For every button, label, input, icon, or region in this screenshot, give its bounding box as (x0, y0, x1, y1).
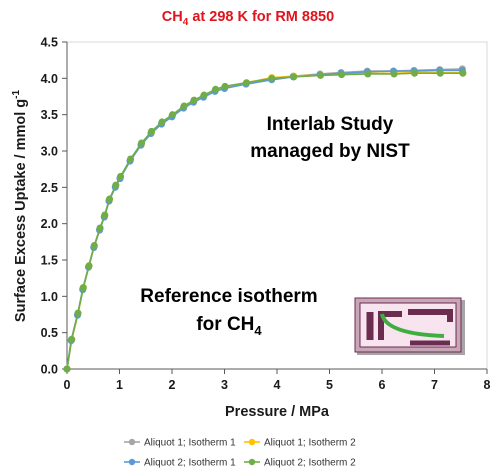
data-point (390, 70, 398, 78)
annotation-reference-line1: Reference isotherm (140, 286, 317, 307)
annotation-reference-line2-main: for CH (196, 314, 254, 335)
y-tick-label: 4.0 (41, 72, 58, 86)
x-tick-label: 0 (64, 378, 71, 392)
data-point (96, 224, 104, 232)
legend-swatch-marker (128, 438, 136, 446)
nist-logo-icon (354, 297, 465, 355)
y-tick-label: 2.5 (41, 181, 58, 195)
data-point (90, 241, 98, 249)
data-point (268, 74, 276, 82)
y-tick-label: 1.5 (41, 254, 58, 268)
data-point (459, 69, 467, 77)
legend-swatch-marker (248, 458, 256, 466)
x-tick-label: 6 (379, 378, 386, 392)
data-point (158, 118, 166, 126)
data-point (68, 335, 76, 343)
legend-item: Aliquot 2; Isotherm 1 (124, 458, 236, 469)
legend-label: Aliquot 1; Isotherm 1 (144, 438, 236, 449)
x-tick-label: 3 (221, 378, 228, 392)
data-point (138, 139, 146, 147)
y-axis-title: Surface Excess Uptake / mmol g-1 (11, 89, 29, 322)
series-layer (63, 65, 467, 373)
data-point (190, 96, 198, 104)
y-tick-label: 0.0 (41, 363, 58, 377)
data-point (112, 181, 120, 189)
data-point (101, 211, 109, 219)
y-axis-title-superscript: -1 (11, 89, 22, 98)
data-point (243, 79, 251, 87)
y-tick-label: 0.5 (41, 326, 58, 340)
data-point (106, 195, 114, 203)
data-point (74, 309, 82, 317)
data-point (364, 70, 372, 78)
y-axis-title-main: Surface Excess Uptake / mmol g (13, 99, 29, 322)
data-point (436, 69, 444, 77)
annotation-reference-line2: for CH4 (196, 314, 262, 338)
legend-swatch-marker (248, 438, 256, 446)
data-point (180, 102, 188, 110)
data-point (317, 71, 325, 79)
data-point (221, 82, 229, 90)
x-axis-title: Pressure / MPa (225, 404, 330, 420)
data-point (85, 262, 93, 270)
annotation-reference-line2-subscript: 4 (254, 323, 262, 338)
legend-item: Aliquot 1; Isotherm 2 (244, 438, 356, 449)
axes-layer: 0.0 0.5 1.0 1.5 2.0 2.5 3.0 3.5 4.0 4.5 0 1 2 3 4 5 6 7 8 (41, 36, 491, 393)
y-tick-label: 3.5 (41, 108, 58, 122)
x-tick-label: 5 (326, 378, 333, 392)
x-tick-label: 2 (169, 378, 176, 392)
chart-title-main: CH (162, 9, 183, 25)
data-point (148, 127, 156, 135)
data-point (79, 284, 87, 292)
y-tick-label: 2.0 (41, 217, 58, 231)
legend-item: Aliquot 1; Isotherm 1 (124, 438, 236, 449)
legend-label: Aliquot 2; Isotherm 2 (264, 458, 356, 469)
x-tick-label: 1 (116, 378, 123, 392)
x-tick-label: 8 (484, 378, 491, 392)
legend-item: Aliquot 2; Isotherm 2 (244, 458, 356, 469)
data-point (338, 71, 346, 79)
legend-swatch-marker (128, 458, 136, 466)
y-tick-label: 4.5 (41, 36, 58, 50)
x-tick-label: 7 (431, 378, 438, 392)
chart-title-rest: at 298 K for RM 8850 (188, 9, 334, 25)
y-tick-label: 1.0 (41, 290, 58, 304)
chart-title: CH4 at 298 K for RM 8850 (162, 9, 334, 28)
chart-title-subscript: 4 (183, 17, 189, 28)
data-point (127, 155, 135, 163)
data-point (212, 85, 220, 93)
data-point (169, 111, 177, 119)
annotation-interlab-line1: Interlab Study (267, 114, 394, 135)
legend: Aliquot 1; Isotherm 1 Aliquot 1; Isotherm… (124, 438, 356, 469)
data-point (63, 365, 71, 373)
legend-label: Aliquot 2; Isotherm 1 (144, 458, 236, 469)
annotation-interlab-line2: managed by NIST (250, 141, 410, 162)
data-point (290, 73, 298, 81)
series-4 (63, 69, 467, 373)
y-tick-label: 3.0 (41, 145, 58, 159)
data-point (411, 69, 419, 77)
data-point (117, 172, 125, 180)
legend-label: Aliquot 1; Isotherm 2 (264, 438, 356, 449)
data-point (200, 91, 208, 99)
x-tick-label: 4 (274, 378, 281, 392)
